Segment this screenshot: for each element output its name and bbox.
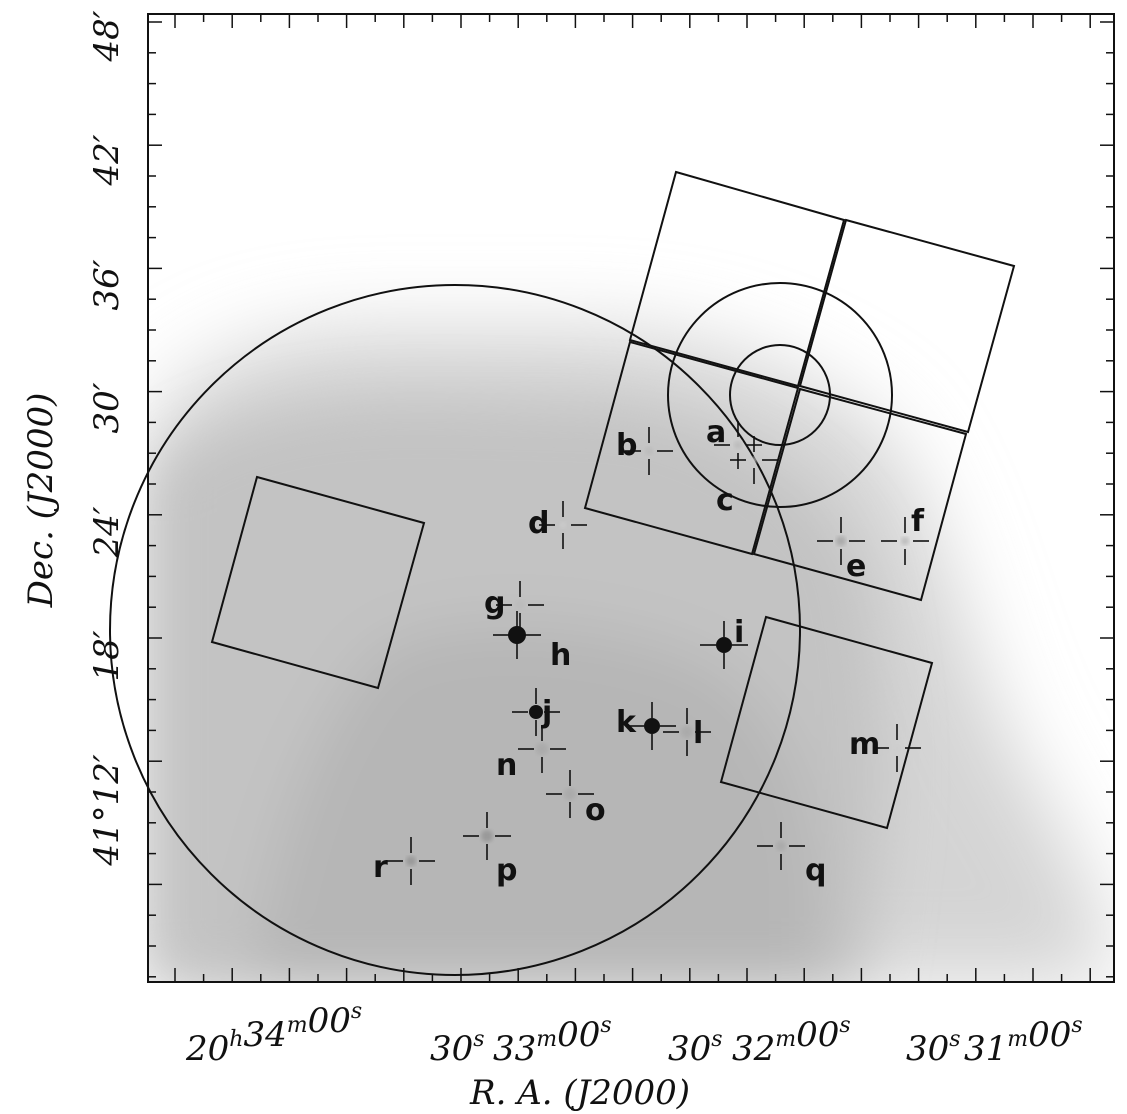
source-label: q [805,853,826,888]
large-circle [109,284,801,976]
source-label: f [911,504,925,539]
x-tick-label: 33m00s [493,1013,612,1069]
region-box-lower-right [719,615,934,830]
overlay-regions [109,170,1016,976]
x-tick-label: 30s [430,1027,485,1069]
source-g: g [484,581,544,629]
y-tick-label: 48′ [87,10,127,62]
source-label: h [550,638,571,673]
sky-background [148,14,1114,982]
source-p: p [463,812,517,888]
source-e: e [817,517,866,584]
source-b: b [616,427,673,475]
source-markers: a b c d e f g h i j k l m n o p q r [373,415,929,888]
source-o: o [546,770,606,828]
source-label: e [846,549,866,584]
x-axis-title: R. A. (J2000) [469,1073,690,1113]
source-h: h [493,611,571,673]
source-label: p [496,853,517,888]
source-r: r [373,837,435,885]
source-label: d [528,506,549,541]
region-box-mid-right [752,387,968,602]
inner-ring [729,344,831,446]
source-n: n [496,725,566,783]
source-label: l [693,716,703,751]
x-tick-label: 20h34m00s [185,999,362,1069]
source-label: a [706,415,726,450]
source-label: c [716,483,734,518]
x-tick-label: 30s [668,1027,723,1069]
x-tick-label: 32m00s [732,1013,851,1069]
region-box-top-right [798,218,1016,434]
plot-frame [147,13,1115,983]
y-tick-label: 41°12′ [87,754,127,867]
y-tick-label: 24′ [87,506,127,558]
x-tick-label: 31m00s [964,1013,1083,1069]
region-box-left [210,475,426,690]
source-a: a [706,415,762,469]
y-tick-label: 36′ [87,259,127,310]
source-i: i [700,615,748,669]
source-f: f [881,504,929,565]
y-tick-label: 30′ [87,382,127,433]
y-axis-title: Dec. (J2000) [21,393,61,609]
source-k: k [616,702,676,750]
source-c: c [716,436,778,518]
source-label: m [849,727,880,762]
y-tick-label: 18′ [87,630,127,681]
source-label: k [616,705,637,740]
source-label: i [734,615,744,650]
source-j: j [512,688,560,736]
y-tick-label: 42′ [87,134,127,186]
region-box-mid-left [583,340,800,556]
source-label: n [496,748,517,783]
x-tick-label: 30s [906,1027,961,1069]
source-l: l [663,708,711,756]
source-d: d [528,501,587,549]
source-q: q [757,822,826,888]
source-label: g [484,586,505,621]
y-tick-labels: 48′ 42′ 36′ 30′ 24′ 18′ 41°12′ [87,10,127,866]
source-label: o [585,793,606,828]
source-label: j [541,695,552,730]
source-label: b [616,428,637,463]
source-label: r [373,850,388,885]
source-m: m [849,724,921,772]
outer-ring [667,282,893,508]
region-box-top-left [628,170,846,388]
x-tick-labels: 20h34m00s 30s 33m00s 30s 32m00s 30s 31m0… [185,999,1083,1069]
